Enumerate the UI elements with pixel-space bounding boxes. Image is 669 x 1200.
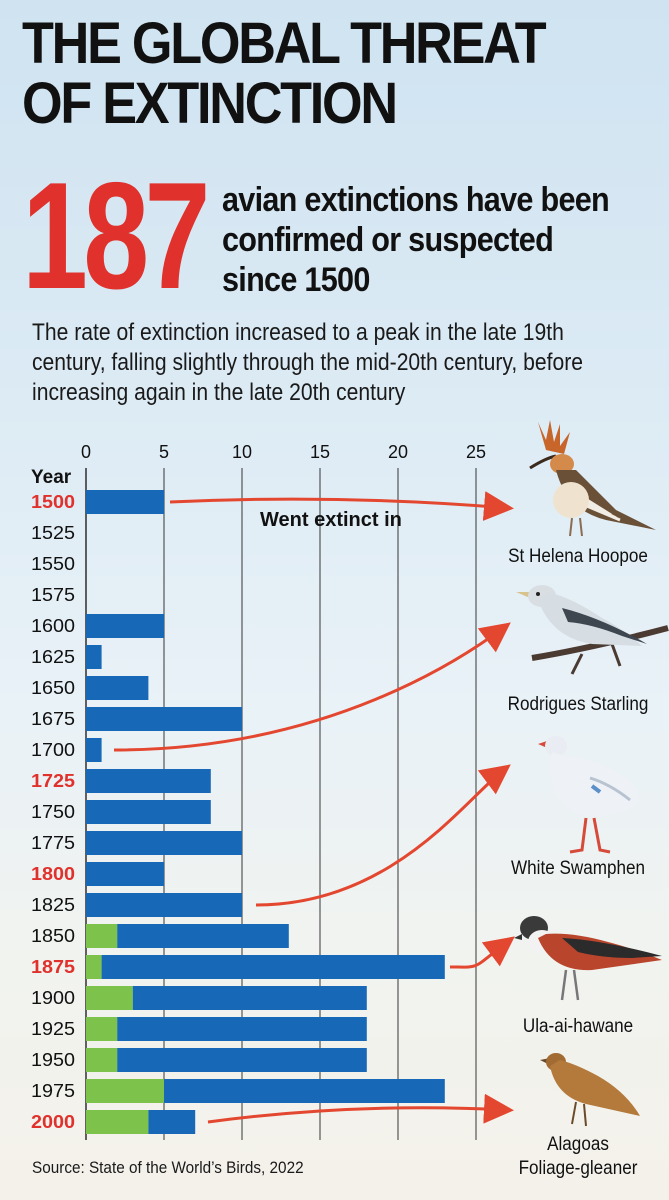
bar-segment-green	[86, 1048, 118, 1072]
x-tick-label: 10	[232, 442, 252, 462]
page-title: THE GLOBAL THREAT OF EXTINCTION	[22, 11, 547, 136]
bar-segment-blue	[132, 986, 367, 1010]
bar-segment-blue	[148, 1110, 196, 1134]
bar-segment-green	[86, 924, 118, 948]
x-tick-label: 5	[159, 442, 169, 462]
y-category-label: 1500	[31, 492, 75, 512]
bar-segment-green	[86, 1017, 118, 1041]
y-category-label: 1925	[31, 1019, 75, 1039]
bar-segment-blue	[117, 1017, 367, 1041]
y-category-label: 1750	[31, 802, 75, 822]
bar-segment-blue	[86, 490, 164, 514]
bar-segment-green	[86, 986, 133, 1010]
y-category-label: 1725	[31, 771, 75, 791]
y-category-label: 1875	[31, 957, 75, 977]
y-category-label: 1650	[31, 678, 75, 698]
y-category-label: 2000	[31, 1112, 75, 1132]
y-category-label: 1575	[31, 585, 75, 605]
y-category-label: 1600	[31, 616, 75, 636]
crest-icon	[538, 420, 570, 454]
y-axis-label: Year	[31, 467, 72, 488]
y-category-label: 1825	[31, 895, 75, 915]
subtext: The rate of extinction increased to a pe…	[32, 319, 583, 406]
went-extinct-annotation: Went extinct in	[260, 509, 402, 531]
y-category-label: 1800	[31, 864, 75, 884]
arrow-to-bird	[169, 491, 514, 521]
big-number: 187	[22, 151, 210, 321]
bar-segment-blue	[86, 893, 242, 917]
foliage-gleaner-illustration	[540, 1053, 640, 1127]
swamphen-illustration	[538, 736, 639, 854]
x-tick-label: 25	[466, 442, 486, 462]
bar-segment-blue	[86, 800, 211, 824]
y-category-label: 1625	[31, 647, 75, 667]
bar-segment-green	[86, 1110, 149, 1134]
bar-segment-blue	[86, 738, 102, 762]
x-tick-label: 15	[310, 442, 330, 462]
y-category-label: 1975	[31, 1081, 75, 1101]
bar-segment-blue	[117, 1048, 367, 1072]
arrow-to-bird	[113, 622, 511, 752]
bird-label-alagoas-line2: Foliage-gleaner	[518, 1158, 638, 1179]
y-category-label: 1700	[31, 740, 75, 760]
headline: avian extinctions have been confirmed or…	[222, 181, 610, 299]
bird-label-alagoas-line1: Alagoas	[547, 1134, 609, 1155]
bar-segment-green	[86, 955, 102, 979]
starling-illustration	[516, 585, 669, 675]
y-category-label: 1850	[31, 926, 75, 946]
bar-segment-blue	[86, 614, 164, 638]
arrow-to-bird	[449, 936, 515, 969]
extinction-bar-chart: 0 5 10 15 20 25 Year 1500 1525 1550 1575 1600 1625…	[31, 442, 515, 1140]
y-category-label: 1550	[31, 554, 75, 574]
bar-segment-blue	[86, 769, 211, 793]
arrow-to-bird	[207, 1093, 514, 1124]
ula-ai-hawane-illustration	[514, 916, 662, 1001]
hoopoe-illustration	[529, 420, 656, 537]
bird-label-white-swamphen: White Swamphen	[510, 858, 646, 879]
bar-segment-blue	[164, 1079, 445, 1103]
bar-segment-blue	[86, 862, 164, 886]
bird-label-st-helena-hoopoe: St Helena Hoopoe	[508, 546, 648, 567]
bar-segment-blue	[86, 831, 242, 855]
bar-segment-blue	[86, 645, 102, 669]
bar-segment-blue	[86, 707, 242, 731]
y-category-label: 1775	[31, 833, 75, 853]
source-note: Source: State of the World’s Birds, 2022	[32, 1158, 304, 1177]
y-category-label: 1900	[31, 988, 75, 1008]
bird-label-ula-ai-hawane: Ula-ai-hawane	[522, 1016, 634, 1037]
y-category-label: 1525	[31, 523, 75, 543]
bar-segment-blue	[117, 924, 289, 948]
bar-segment-blue	[101, 955, 445, 979]
bird-label-rodrigues-starling: Rodrigues Starling	[507, 694, 649, 715]
bar-segment-green	[86, 1079, 164, 1103]
arrow-to-bird	[255, 764, 511, 907]
x-tick-label: 20	[388, 442, 408, 462]
y-category-label: 1675	[31, 709, 75, 729]
bar-segment-blue	[86, 676, 149, 700]
y-category-label: 1950	[31, 1050, 75, 1070]
x-tick-label: 0	[81, 442, 91, 462]
